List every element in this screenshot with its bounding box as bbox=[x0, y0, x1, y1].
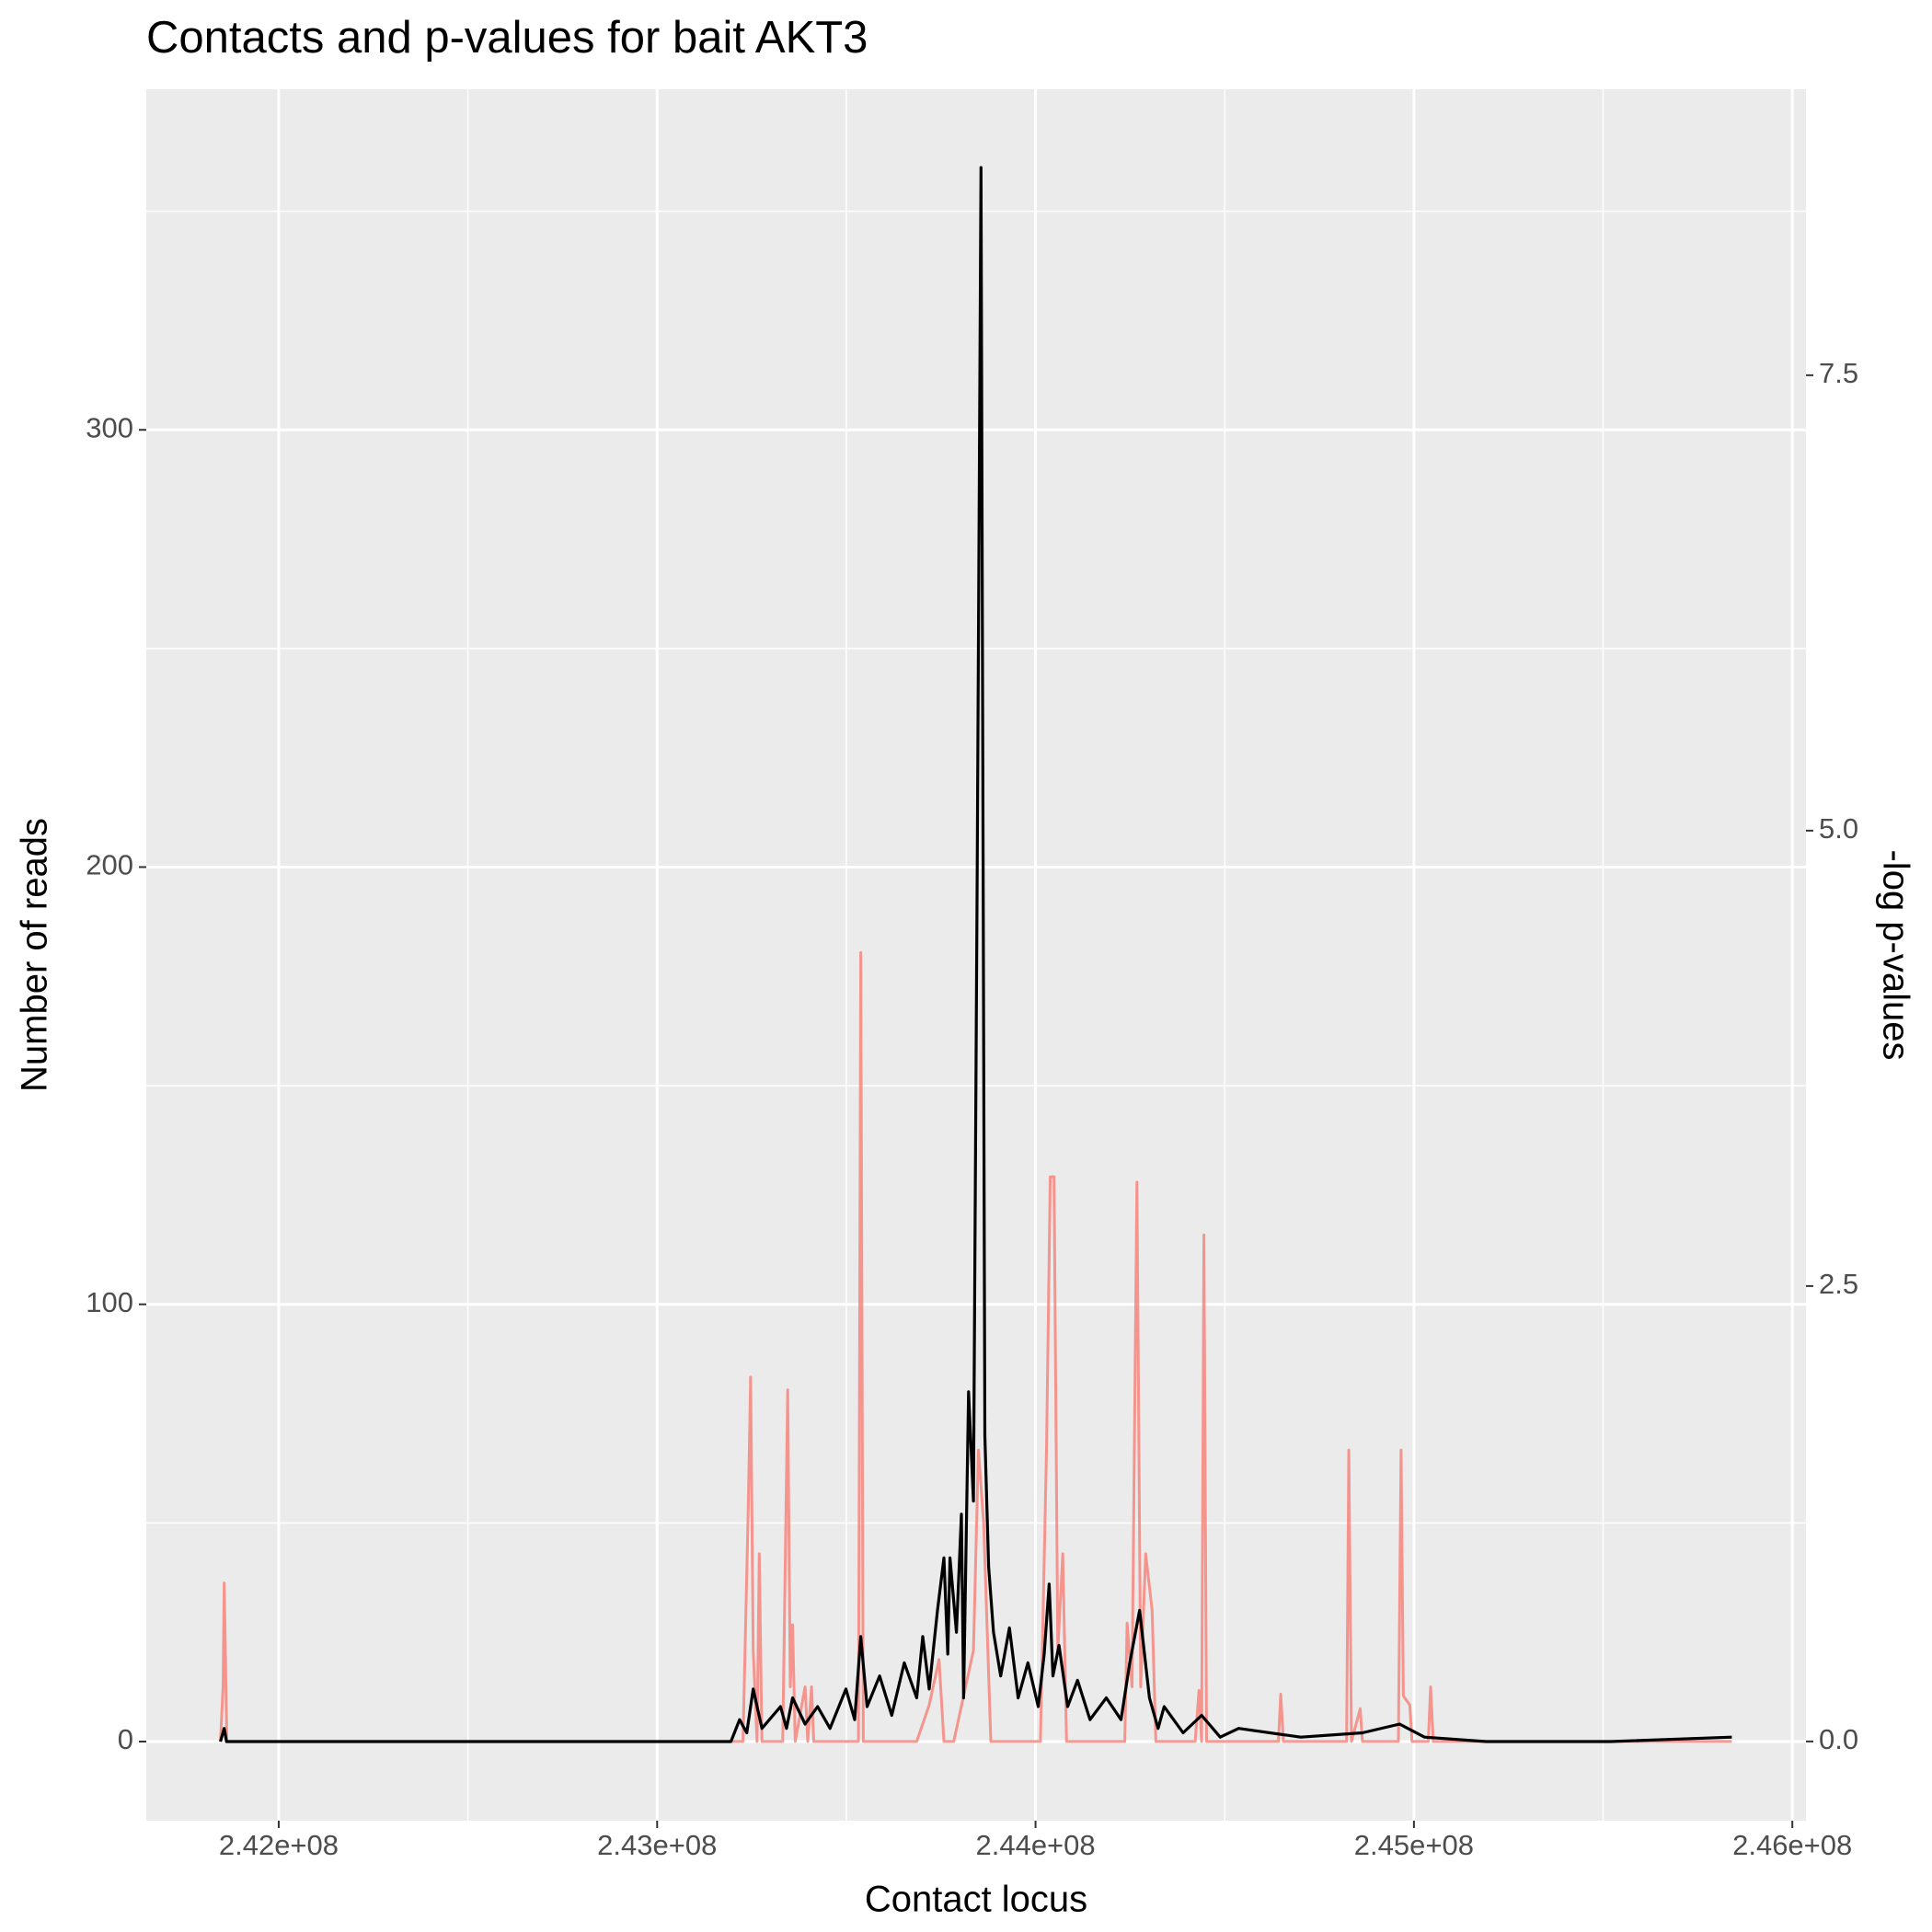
x-tick-label: 2.45e+08 bbox=[1354, 1829, 1474, 1861]
y2-tick-label: 5.0 bbox=[1819, 812, 1858, 845]
series-line bbox=[219, 166, 1732, 1743]
y2-tick-label: 0.0 bbox=[1819, 1723, 1858, 1755]
x-tick-label: 2.44e+08 bbox=[975, 1829, 1095, 1861]
x-tick-label: 2.42e+08 bbox=[219, 1829, 339, 1861]
y-axis-title: Number of reads bbox=[15, 818, 55, 1092]
y2-tick-label: 7.5 bbox=[1819, 357, 1858, 389]
x-axis-title: Contact locus bbox=[865, 1880, 1087, 1920]
y-tick-label: 300 bbox=[86, 411, 133, 443]
y2-tick-label: 2.5 bbox=[1819, 1268, 1858, 1300]
x-tick-label: 2.43e+08 bbox=[597, 1829, 717, 1861]
y-tick-label: 100 bbox=[86, 1286, 133, 1318]
series-line bbox=[219, 951, 1732, 1743]
y-tick-label: 200 bbox=[86, 849, 133, 881]
y2-axis-title: -log p-values bbox=[1875, 849, 1915, 1060]
chart-title: Contacts and p-values for bait AKT3 bbox=[146, 13, 868, 63]
x-tick-label: 2.46e+08 bbox=[1732, 1829, 1852, 1861]
y-tick-label: 0 bbox=[118, 1723, 133, 1755]
